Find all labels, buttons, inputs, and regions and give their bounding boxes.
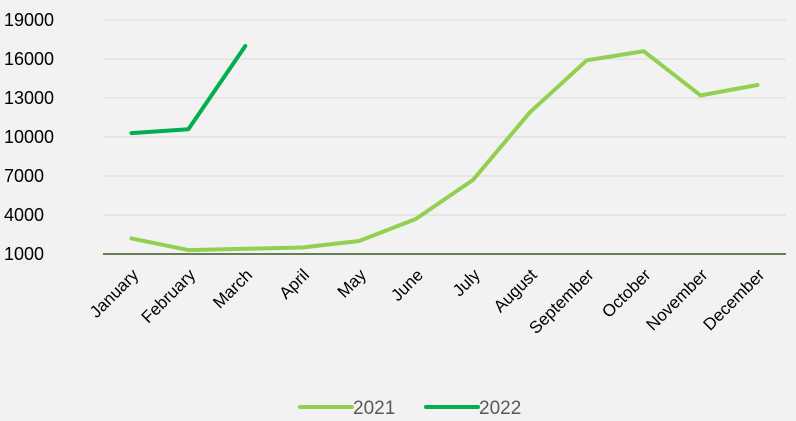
- x-tick-label: February: [138, 265, 200, 327]
- legend: 2021 2022: [298, 398, 521, 419]
- x-tick-label: March: [209, 265, 256, 312]
- x-tick-label: January: [86, 265, 143, 322]
- series-line-2021: [129, 49, 760, 253]
- x-tick-label: October: [598, 265, 654, 321]
- x-tick-label: April: [276, 265, 313, 302]
- y-tick-label: 7000: [4, 166, 44, 186]
- x-tick-label: July: [449, 265, 484, 300]
- x-tick-label: December: [699, 265, 768, 334]
- legend-label-2021: 2021: [353, 398, 395, 419]
- y-tick-label: 13000: [4, 88, 54, 108]
- y-tick-label: 4000: [4, 205, 44, 225]
- series-lines: [129, 44, 760, 253]
- x-tick-label: June: [387, 265, 427, 305]
- legend-label-2022: 2022: [479, 398, 521, 419]
- gridlines: [103, 19, 786, 216]
- y-tick-label: 1000: [4, 244, 44, 264]
- x-tick-label: August: [490, 265, 541, 316]
- y-axis-tick-labels: 19000 16000 13000 10000 7000 4000 1000: [4, 10, 54, 264]
- series-line-2022: [129, 44, 248, 136]
- x-tick-label: May: [334, 265, 370, 301]
- y-tick-label: 10000: [4, 127, 54, 147]
- y-tick-label: 16000: [4, 49, 54, 69]
- y-tick-label: 19000: [4, 10, 54, 30]
